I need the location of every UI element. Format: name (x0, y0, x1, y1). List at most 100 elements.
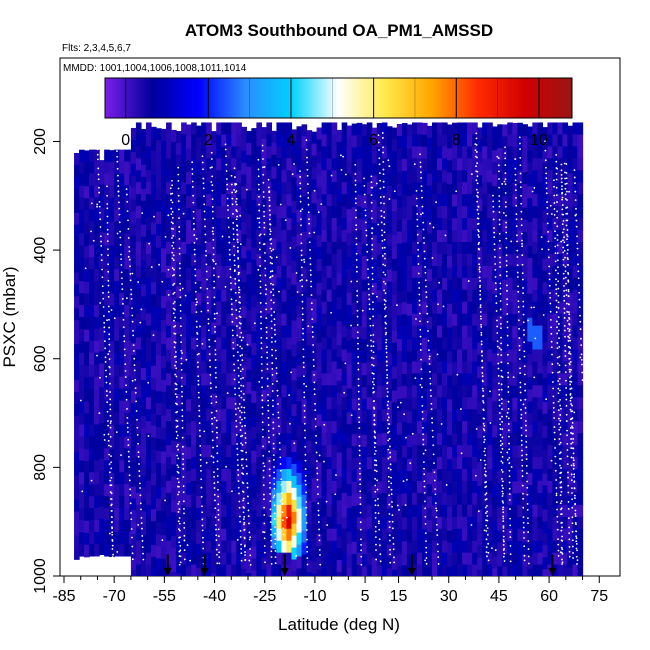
sample-point (377, 498, 379, 500)
heatmap-cell (286, 349, 293, 363)
heatmap-cell (567, 316, 574, 330)
sample-point (300, 259, 303, 262)
heatmap-cell (316, 569, 323, 576)
heatmap-cell (416, 134, 423, 147)
heatmap-cell (79, 233, 85, 246)
heatmap-cell (567, 496, 574, 509)
heatmap-cell (246, 489, 252, 502)
heatmap-cell (467, 349, 473, 363)
sample-point (274, 340, 277, 343)
heatmap-cell (416, 349, 423, 363)
heatmap-cell (276, 564, 283, 576)
sample-point (304, 474, 307, 477)
heatmap-cell (381, 158, 388, 171)
heatmap-cell (547, 301, 554, 315)
sample-point (193, 248, 196, 251)
heatmap-cell (241, 198, 247, 212)
heatmap-cell (507, 504, 513, 518)
heatmap-cell (89, 448, 95, 461)
heatmap-cell (572, 552, 579, 566)
heatmap-cell (181, 457, 187, 470)
heatmap-cell (567, 567, 574, 576)
heatmap-cell (517, 218, 523, 231)
heatmap-cell (166, 504, 172, 518)
heatmap-cell (502, 315, 508, 329)
heatmap-cell (256, 516, 262, 530)
heatmap-cell (452, 278, 458, 291)
heatmap-cell (266, 122, 273, 136)
heatmap-cell (211, 429, 217, 443)
heatmap-cell (517, 552, 523, 566)
sample-point (564, 197, 567, 200)
heatmap-cell (462, 516, 468, 530)
heatmap-cell (537, 146, 543, 159)
heatmap-cell (497, 482, 503, 496)
heatmap-cell (497, 411, 503, 424)
heatmap-cell (124, 221, 130, 234)
heatmap-cell (246, 286, 252, 299)
heatmap-cell (376, 266, 383, 279)
heatmap-cell (437, 492, 443, 506)
heatmap-cell (442, 182, 448, 195)
heatmap-cell (477, 187, 483, 200)
heatmap-cell (171, 201, 177, 215)
heatmap-cell (537, 516, 543, 530)
heatmap-cell (251, 534, 257, 547)
heatmap-cell (512, 182, 518, 196)
heatmap-cell (462, 230, 468, 243)
sample-point (260, 315, 262, 318)
sample-point (101, 268, 104, 271)
sample-point (386, 374, 389, 376)
heatmap-cell (171, 213, 177, 227)
heatmap-cell (391, 557, 398, 571)
heatmap-cell (366, 480, 373, 494)
heatmap-cell (552, 182, 559, 195)
heatmap-cell (326, 564, 333, 576)
heatmap-cell (226, 433, 232, 446)
sample-point (262, 435, 264, 438)
heatmap-cell (171, 237, 177, 250)
heatmap-cell (150, 294, 157, 307)
heatmap-cell (447, 363, 453, 377)
sample-point (176, 434, 179, 437)
heatmap-cell (437, 397, 443, 410)
heatmap-cell (145, 361, 152, 375)
heatmap-cell (462, 146, 468, 159)
heatmap-cell (512, 385, 518, 399)
heatmap-cell (109, 245, 115, 259)
heatmap-cell (396, 458, 403, 472)
sample-point (127, 228, 130, 230)
heatmap-cell (94, 185, 100, 199)
sample-point (201, 529, 204, 532)
heatmap-cell (211, 322, 217, 335)
sample-point (129, 273, 132, 275)
heatmap-cell (130, 151, 137, 165)
heatmap-cell (567, 137, 574, 151)
heatmap-cell (457, 552, 463, 566)
heatmap-cell (411, 241, 418, 255)
heatmap-cell (311, 310, 318, 324)
sample-point (180, 334, 182, 337)
heatmap-cell (467, 528, 473, 542)
sample-point (101, 276, 104, 279)
heatmap-cell (311, 466, 318, 479)
sample-point (498, 388, 501, 391)
heatmap-cell (306, 321, 313, 334)
heatmap-cell (351, 207, 358, 220)
heatmap-cell (171, 333, 177, 346)
heatmap-cell (522, 195, 528, 209)
heatmap-cell (462, 409, 468, 422)
heatmap-cell (447, 267, 453, 281)
sample-point (179, 545, 182, 547)
heatmap-cell (537, 182, 543, 195)
heatmap-cell (246, 130, 252, 144)
heatmap-cell (114, 472, 120, 485)
heatmap-cell (114, 328, 120, 342)
heatmap-cell (201, 480, 207, 494)
heatmap-cell (522, 291, 528, 305)
heatmap-cell (472, 504, 478, 518)
sample-point (259, 310, 262, 313)
sample-point (241, 354, 244, 356)
heatmap-cell (216, 397, 222, 410)
heatmap-cell (256, 265, 262, 279)
